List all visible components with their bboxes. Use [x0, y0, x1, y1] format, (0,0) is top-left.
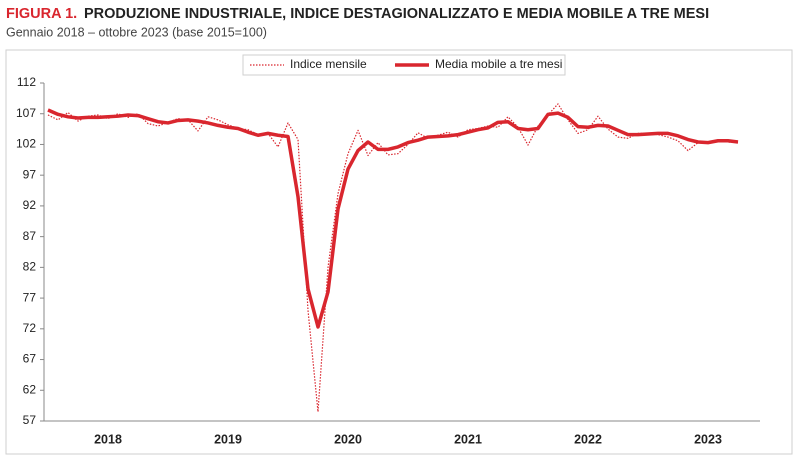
series-line: [47, 108, 739, 329]
x-tick-label: 2019: [214, 432, 242, 446]
y-tick-label: 97: [23, 167, 37, 181]
y-tick-label: 77: [23, 290, 37, 304]
legend-label: Media mobile a tre mesi: [435, 57, 562, 71]
y-tick-label: 92: [23, 198, 37, 212]
x-tick-label: 2022: [574, 432, 602, 446]
series-line: [47, 103, 739, 413]
x-tick-label: 2018: [94, 432, 122, 446]
y-tick-label: 72: [23, 321, 37, 335]
x-tick-label: 2020: [334, 432, 362, 446]
chart-subtitle: Gennaio 2018 – ottobre 2023 (base 2015=1…: [6, 25, 267, 39]
chart-title-label: FIGURA 1.: [6, 6, 77, 22]
y-tick-label: 87: [23, 229, 37, 243]
plot-frame: [5, 49, 793, 455]
y-tick-label: 57: [23, 413, 37, 427]
y-tick-label: 62: [23, 382, 37, 396]
y-tick-label: 112: [17, 75, 36, 89]
x-tick-label: 2023: [694, 432, 722, 446]
y-tick-label: 82: [23, 260, 37, 274]
x-tick-label: 2021: [454, 432, 482, 446]
y-tick-label: 107: [16, 106, 36, 120]
y-tick-label: 67: [23, 352, 37, 366]
chart-title: PRODUZIONE INDUSTRIALE, INDICE DESTAGION…: [84, 6, 709, 22]
legend-label: Indice mensile: [290, 57, 367, 71]
y-tick-label: 102: [16, 137, 36, 151]
